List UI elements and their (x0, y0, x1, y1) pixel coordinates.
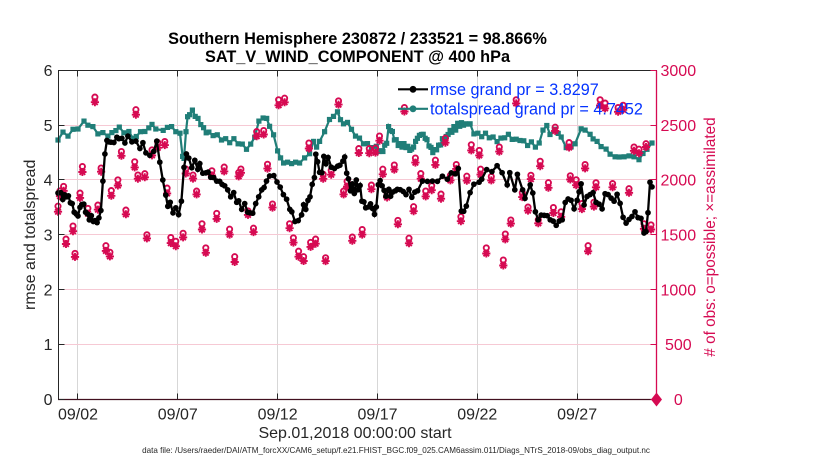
svg-text:Southern Hemisphere 230872 / 2: Southern Hemisphere 230872 / 233521 = 98… (168, 30, 547, 48)
svg-text:1500: 1500 (661, 228, 697, 245)
svg-text:2000: 2000 (661, 173, 697, 190)
svg-text:09/12: 09/12 (258, 407, 298, 424)
svg-text:0: 0 (674, 392, 683, 409)
svg-text:09/22: 09/22 (457, 407, 497, 424)
svg-text:1000: 1000 (661, 282, 697, 299)
svg-text:3: 3 (44, 228, 53, 245)
svg-text:4: 4 (44, 173, 53, 190)
svg-text:1: 1 (44, 337, 53, 354)
svg-text:# of obs: o=possible; ×=assimi: # of obs: o=possible; ×=assimilated (702, 117, 719, 356)
svg-text:09/02: 09/02 (58, 407, 98, 424)
svg-text:SAT_V_WIND_COMPONENT @ 400 hPa: SAT_V_WIND_COMPONENT @ 400 hPa (205, 48, 511, 66)
svg-text:6: 6 (44, 63, 53, 80)
svg-text:09/17: 09/17 (357, 407, 397, 424)
svg-text:rmse and totalspread: rmse and totalspread (22, 160, 39, 310)
svg-text:Sep.01,2018 00:00:00 start: Sep.01,2018 00:00:00 start (258, 425, 452, 442)
svg-text:totalspread grand pr = 4.7452: totalspread grand pr = 4.7452 (430, 101, 643, 119)
svg-text:data file: /Users/raeder/DAI/A: data file: /Users/raeder/DAI/ATM_forcXX/… (142, 446, 650, 455)
svg-text:500: 500 (665, 337, 692, 354)
svg-text:09/27: 09/27 (557, 407, 597, 424)
svg-text:09/07: 09/07 (158, 407, 198, 424)
svg-text:0: 0 (44, 392, 53, 409)
svg-text:2: 2 (44, 282, 53, 299)
svg-text:5: 5 (44, 118, 53, 135)
svg-text:rmse grand pr = 3.8297: rmse grand pr = 3.8297 (430, 81, 599, 99)
svg-text:2500: 2500 (661, 118, 697, 135)
svg-text:3000: 3000 (661, 63, 697, 80)
